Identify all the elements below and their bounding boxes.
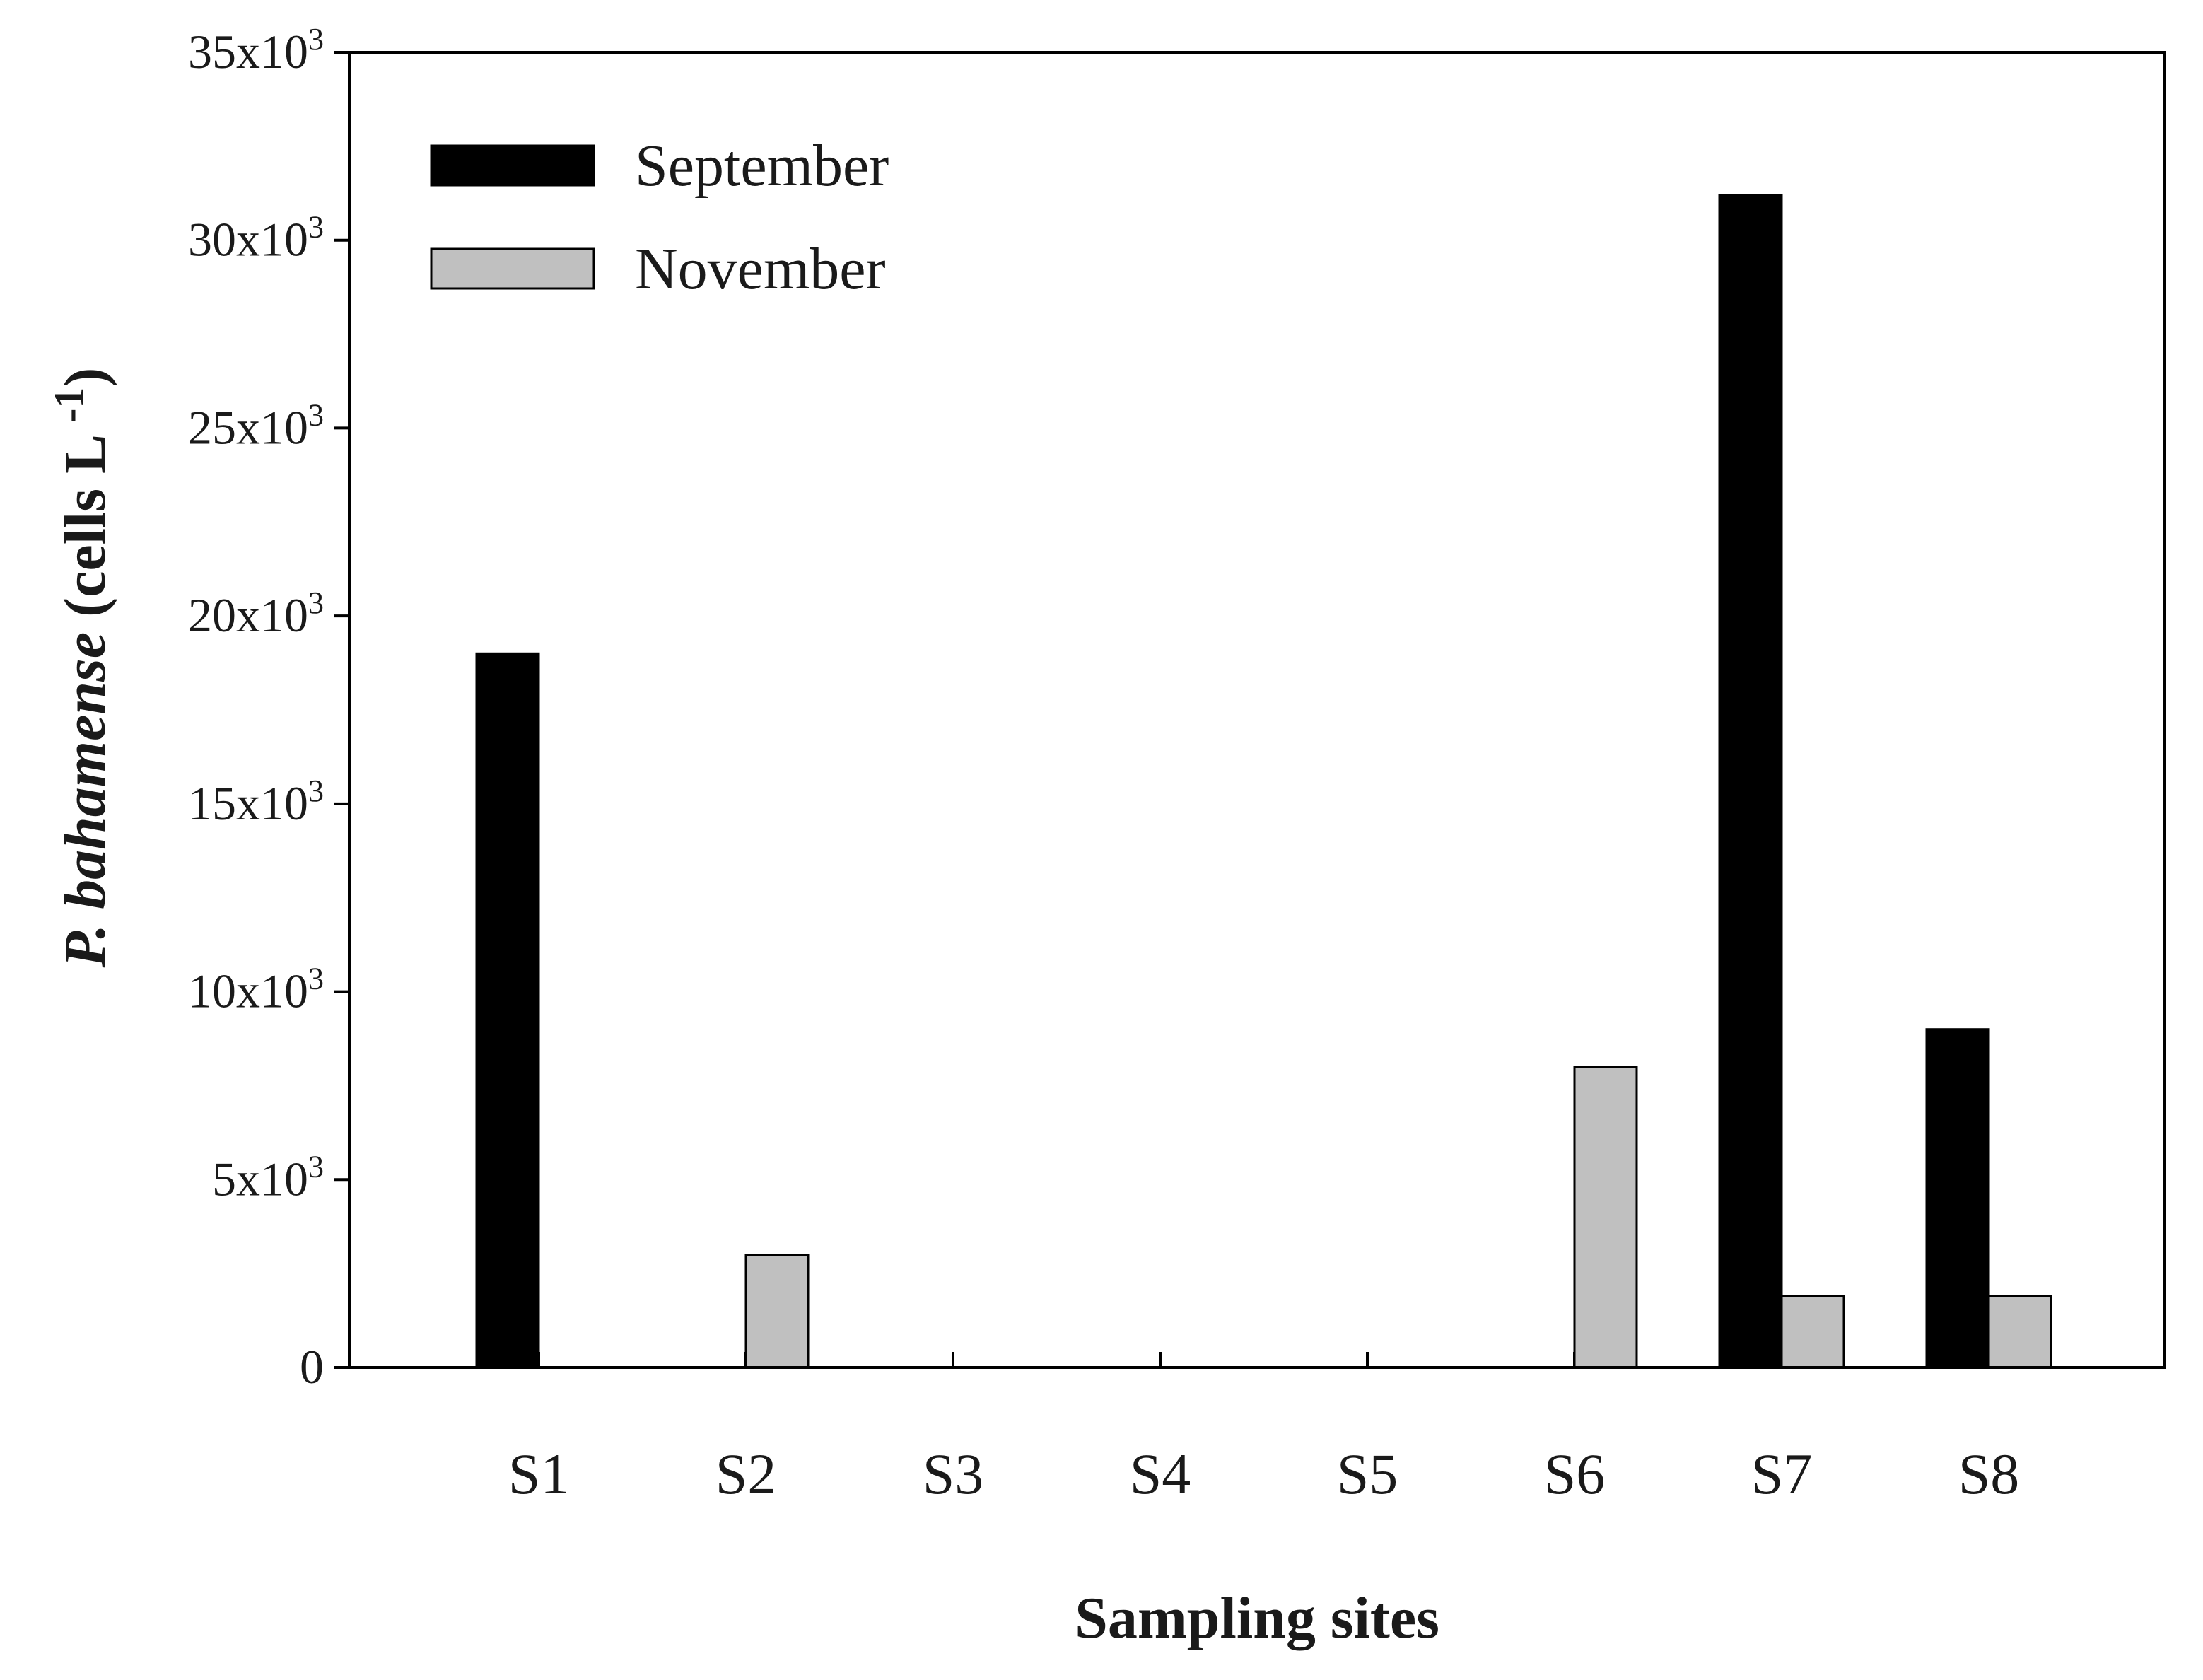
- x-tick-label: S6: [1544, 1442, 1606, 1506]
- bar-november-s6: [1573, 1066, 1638, 1369]
- y-axis-species: P. bahamense: [52, 632, 118, 969]
- y-axis-unit: (cells L: [52, 436, 118, 617]
- y-tick-base: 25x10: [188, 400, 308, 454]
- y-axis-close-paren: ): [52, 368, 118, 387]
- y-axis-unit-space2: [52, 423, 118, 438]
- y-tick-base: 35x10: [188, 25, 308, 78]
- y-tick-exponent: 3: [308, 585, 324, 620]
- y-tick-exponent: 3: [308, 22, 324, 57]
- bar-november-s2: [744, 1254, 810, 1369]
- y-tick-base: 0: [300, 1340, 324, 1394]
- y-tick-exponent: 3: [308, 210, 324, 245]
- legend-label: September: [635, 133, 889, 199]
- y-tick-base: 15x10: [188, 776, 308, 830]
- x-tick-label: S3: [923, 1442, 984, 1506]
- bar-november-s8: [1987, 1295, 2052, 1369]
- y-tick-label: 15x103: [188, 774, 324, 830]
- y-axis-unit-space: [52, 617, 118, 632]
- y-tick-label: 5x103: [212, 1149, 324, 1206]
- plot-frame: [348, 51, 2166, 1369]
- bars: [475, 194, 2052, 1369]
- y-tick-label: 35x103: [188, 22, 324, 78]
- y-axis-title: P. bahamense (cells L -1): [46, 368, 118, 969]
- y-tick-label: 30x103: [188, 210, 324, 267]
- y-tick-base: 30x10: [188, 213, 308, 267]
- bar-september-s8: [1925, 1028, 1990, 1369]
- x-axis-ticks: S1 S2 S3 S4 S5 S6 S7 S8: [508, 1352, 2020, 1506]
- y-axis-unit-exponent: -1: [46, 387, 93, 423]
- x-tick-label: S1: [508, 1442, 570, 1506]
- y-tick-label: 25x103: [188, 397, 324, 454]
- y-tick-label: 0: [300, 1340, 324, 1394]
- y-tick-label: 20x103: [188, 585, 324, 642]
- x-tick-label: S7: [1751, 1442, 1813, 1506]
- bar-september-s7: [1718, 194, 1783, 1369]
- legend: September November: [430, 133, 889, 302]
- bar-november-s7: [1780, 1295, 1845, 1369]
- y-axis-ticks: 05x10310x10315x10320x10325x10330x10335x1…: [188, 22, 349, 1394]
- y-tick-base: 5x10: [212, 1152, 308, 1206]
- legend-label: November: [635, 236, 886, 302]
- y-tick-label: 10x103: [188, 962, 324, 1018]
- y-tick-exponent: 3: [308, 774, 324, 808]
- y-tick-exponent: 3: [308, 397, 324, 432]
- x-tick-label: S4: [1130, 1442, 1191, 1506]
- x-tick-label: S5: [1337, 1442, 1398, 1506]
- x-tick-label: S8: [1958, 1442, 2020, 1506]
- x-tick-label: S2: [715, 1442, 777, 1506]
- y-tick-exponent: 3: [308, 1149, 324, 1184]
- y-tick-base: 20x10: [188, 588, 308, 642]
- y-tick-exponent: 3: [308, 962, 324, 996]
- bar-september-s1: [475, 652, 540, 1369]
- legend-swatch: [430, 144, 595, 187]
- legend-swatch: [430, 247, 595, 290]
- y-tick-base: 10x10: [188, 964, 308, 1018]
- x-axis-title: Sampling sites: [1075, 1585, 1439, 1651]
